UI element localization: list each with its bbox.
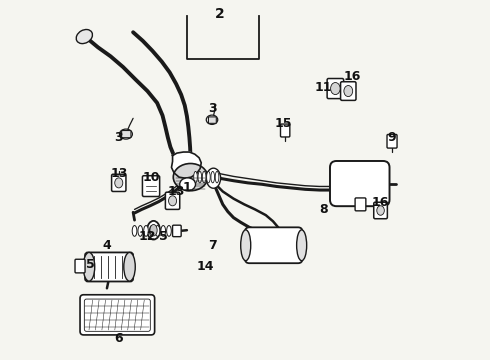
- Ellipse shape: [76, 30, 93, 44]
- Ellipse shape: [161, 226, 166, 236]
- FancyBboxPatch shape: [327, 78, 343, 99]
- FancyBboxPatch shape: [80, 295, 155, 335]
- Text: 13: 13: [110, 167, 127, 180]
- Text: 15: 15: [275, 117, 293, 130]
- Text: 14: 14: [196, 260, 214, 273]
- Ellipse shape: [150, 225, 157, 236]
- Text: 9: 9: [387, 131, 395, 144]
- Text: 3: 3: [208, 103, 216, 116]
- FancyBboxPatch shape: [208, 117, 216, 123]
- FancyBboxPatch shape: [166, 192, 180, 210]
- Text: 5: 5: [86, 258, 95, 271]
- Polygon shape: [172, 152, 201, 178]
- Ellipse shape: [149, 226, 154, 236]
- Ellipse shape: [124, 252, 135, 281]
- Ellipse shape: [211, 171, 215, 183]
- Ellipse shape: [138, 226, 143, 236]
- Text: 16: 16: [372, 196, 389, 209]
- FancyBboxPatch shape: [112, 174, 126, 192]
- Text: 6: 6: [115, 332, 123, 345]
- Ellipse shape: [344, 86, 353, 96]
- Ellipse shape: [206, 168, 220, 188]
- Ellipse shape: [132, 226, 137, 236]
- Ellipse shape: [115, 178, 123, 188]
- Ellipse shape: [169, 196, 176, 206]
- Ellipse shape: [202, 171, 206, 183]
- FancyBboxPatch shape: [85, 252, 133, 282]
- FancyBboxPatch shape: [245, 227, 302, 263]
- Ellipse shape: [215, 171, 219, 183]
- Ellipse shape: [206, 115, 218, 125]
- FancyBboxPatch shape: [330, 161, 390, 206]
- Text: 7: 7: [208, 239, 217, 252]
- Ellipse shape: [83, 252, 95, 281]
- Text: 2: 2: [215, 7, 225, 21]
- Ellipse shape: [147, 221, 160, 239]
- Ellipse shape: [173, 163, 208, 191]
- FancyBboxPatch shape: [143, 176, 160, 197]
- Ellipse shape: [167, 226, 172, 236]
- Ellipse shape: [241, 230, 251, 261]
- Text: 12: 12: [139, 230, 156, 243]
- FancyBboxPatch shape: [280, 124, 290, 137]
- Ellipse shape: [144, 226, 148, 236]
- FancyBboxPatch shape: [374, 202, 388, 219]
- Text: 3: 3: [115, 131, 123, 144]
- Text: 10: 10: [142, 171, 160, 184]
- Ellipse shape: [120, 129, 132, 139]
- Ellipse shape: [180, 178, 196, 191]
- Ellipse shape: [377, 206, 384, 215]
- Ellipse shape: [296, 230, 307, 261]
- Text: 5: 5: [159, 230, 168, 243]
- FancyBboxPatch shape: [355, 198, 366, 211]
- FancyBboxPatch shape: [341, 82, 356, 100]
- Ellipse shape: [331, 82, 340, 95]
- Ellipse shape: [198, 171, 201, 183]
- FancyBboxPatch shape: [172, 225, 181, 237]
- Text: 13: 13: [168, 185, 185, 198]
- FancyBboxPatch shape: [387, 134, 397, 148]
- Ellipse shape: [207, 171, 210, 183]
- FancyBboxPatch shape: [75, 259, 85, 273]
- Text: 4: 4: [102, 239, 111, 252]
- Text: 11: 11: [315, 81, 332, 94]
- Text: 16: 16: [343, 70, 361, 83]
- FancyBboxPatch shape: [122, 131, 131, 138]
- Text: 8: 8: [319, 203, 327, 216]
- Ellipse shape: [155, 226, 160, 236]
- Text: 1: 1: [183, 181, 191, 194]
- Ellipse shape: [194, 171, 197, 183]
